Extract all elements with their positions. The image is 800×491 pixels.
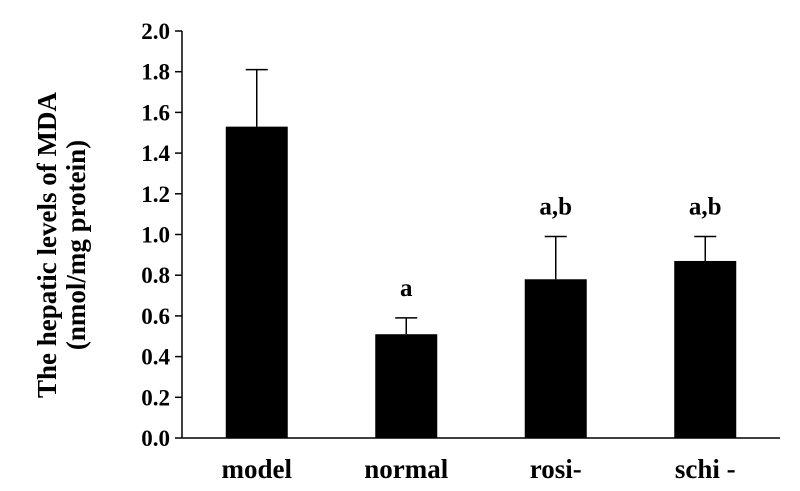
y-axis-label-line-1: The hepatic levels of MDA xyxy=(32,92,62,398)
y-tick-label: 0.4 xyxy=(141,345,170,370)
y-tick-label: 0.0 xyxy=(141,426,170,451)
y-axis-label: The hepatic levels of MDA (nmol/mg prote… xyxy=(32,92,91,398)
significance-label: a,b xyxy=(689,194,722,221)
error-bar xyxy=(395,317,418,335)
y-axis-label-line-2: (nmol/mg protein) xyxy=(61,140,91,350)
y-axis-ticks: 0.0 0.2 0.4 0.6 0.8 1.0 1.2 1.4 1.6 1.8 2.0 xyxy=(141,19,182,451)
x-category-label: model xyxy=(222,454,293,484)
bar xyxy=(524,279,587,438)
significance-label: a,b xyxy=(539,194,572,221)
y-tick-label: 1.6 xyxy=(141,100,170,125)
error-bar xyxy=(694,235,717,261)
y-tick-label: 1.0 xyxy=(141,223,170,248)
x-category-label: rosi- xyxy=(530,454,582,484)
y-tick-label: 1.8 xyxy=(141,60,170,85)
error-bar xyxy=(245,68,268,127)
y-tick-label: 1.2 xyxy=(141,182,170,207)
y-tick-label: 0.6 xyxy=(141,304,170,329)
significance-label: a xyxy=(400,275,413,302)
x-axis-categories: model normal rosi-schi - xyxy=(222,454,736,484)
y-tick-label: 0.8 xyxy=(141,263,170,288)
bar xyxy=(674,260,737,438)
y-tick-label: 0.2 xyxy=(141,385,170,410)
x-category-label: schi - xyxy=(675,454,736,484)
y-tick-label: 1.4 xyxy=(141,141,170,166)
bar xyxy=(375,334,438,438)
significance-labels: a a,b a,b xyxy=(400,194,722,302)
x-category-label: normal xyxy=(364,454,448,484)
y-tick-label: 2.0 xyxy=(141,19,170,44)
error-bar xyxy=(544,235,567,280)
bars xyxy=(225,126,737,439)
bar xyxy=(225,126,288,439)
error-bars xyxy=(245,68,717,335)
